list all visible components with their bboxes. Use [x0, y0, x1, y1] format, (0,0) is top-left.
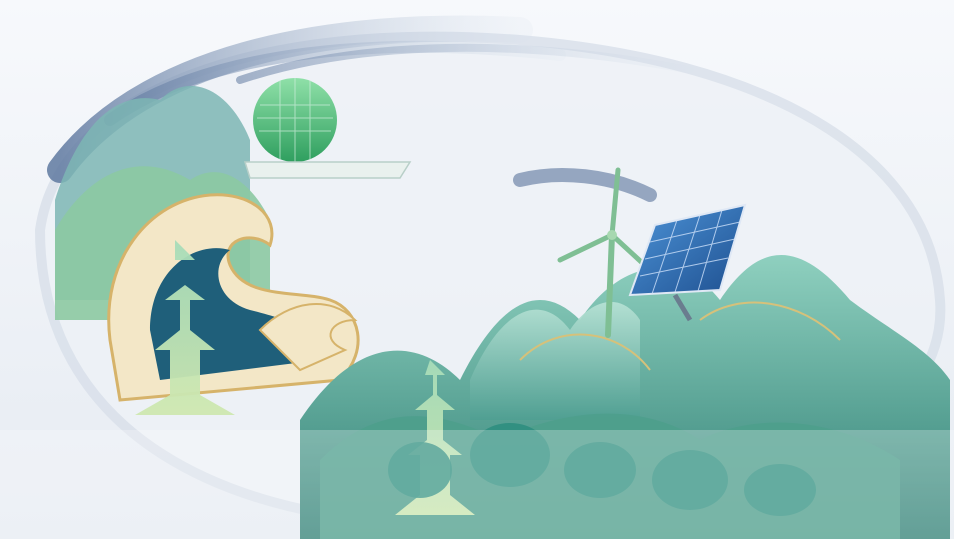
domed-building	[243, 78, 412, 179]
solar-panel	[628, 203, 747, 322]
mist-overlay	[0, 430, 954, 539]
pagoda	[135, 240, 475, 515]
trees	[388, 423, 816, 516]
